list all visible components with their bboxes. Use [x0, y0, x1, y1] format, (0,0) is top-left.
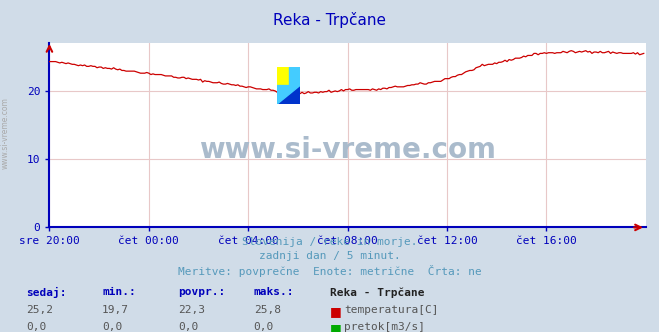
Text: www.si-vreme.com: www.si-vreme.com: [199, 136, 496, 164]
Bar: [277, 86, 300, 104]
Text: 19,7: 19,7: [102, 305, 129, 315]
Text: 0,0: 0,0: [254, 322, 274, 332]
Text: maks.:: maks.:: [254, 287, 294, 297]
Text: 25,2: 25,2: [26, 305, 53, 315]
Polygon shape: [277, 86, 300, 104]
Text: 0,0: 0,0: [178, 322, 198, 332]
Text: pretok[m3/s]: pretok[m3/s]: [344, 322, 425, 332]
Text: ■: ■: [330, 305, 341, 318]
Text: povpr.:: povpr.:: [178, 287, 225, 297]
Text: sedaj:: sedaj:: [26, 287, 67, 298]
Text: 0,0: 0,0: [26, 322, 47, 332]
Bar: [289, 67, 300, 86]
Text: 0,0: 0,0: [102, 322, 123, 332]
Text: Meritve: povprečne  Enote: metrične  Črta: ne: Meritve: povprečne Enote: metrične Črta:…: [178, 265, 481, 277]
Text: 22,3: 22,3: [178, 305, 205, 315]
Text: min.:: min.:: [102, 287, 136, 297]
Text: ■: ■: [330, 322, 341, 332]
Text: Slovenija / reke in morje.: Slovenija / reke in morje.: [242, 237, 417, 247]
Text: zadnji dan / 5 minut.: zadnji dan / 5 minut.: [258, 251, 401, 261]
Bar: [277, 67, 289, 86]
Text: temperatura[C]: temperatura[C]: [344, 305, 438, 315]
Text: www.si-vreme.com: www.si-vreme.com: [1, 97, 10, 169]
Text: Reka - Trpčane: Reka - Trpčane: [330, 287, 424, 298]
Text: 25,8: 25,8: [254, 305, 281, 315]
Text: Reka - Trpčane: Reka - Trpčane: [273, 12, 386, 28]
